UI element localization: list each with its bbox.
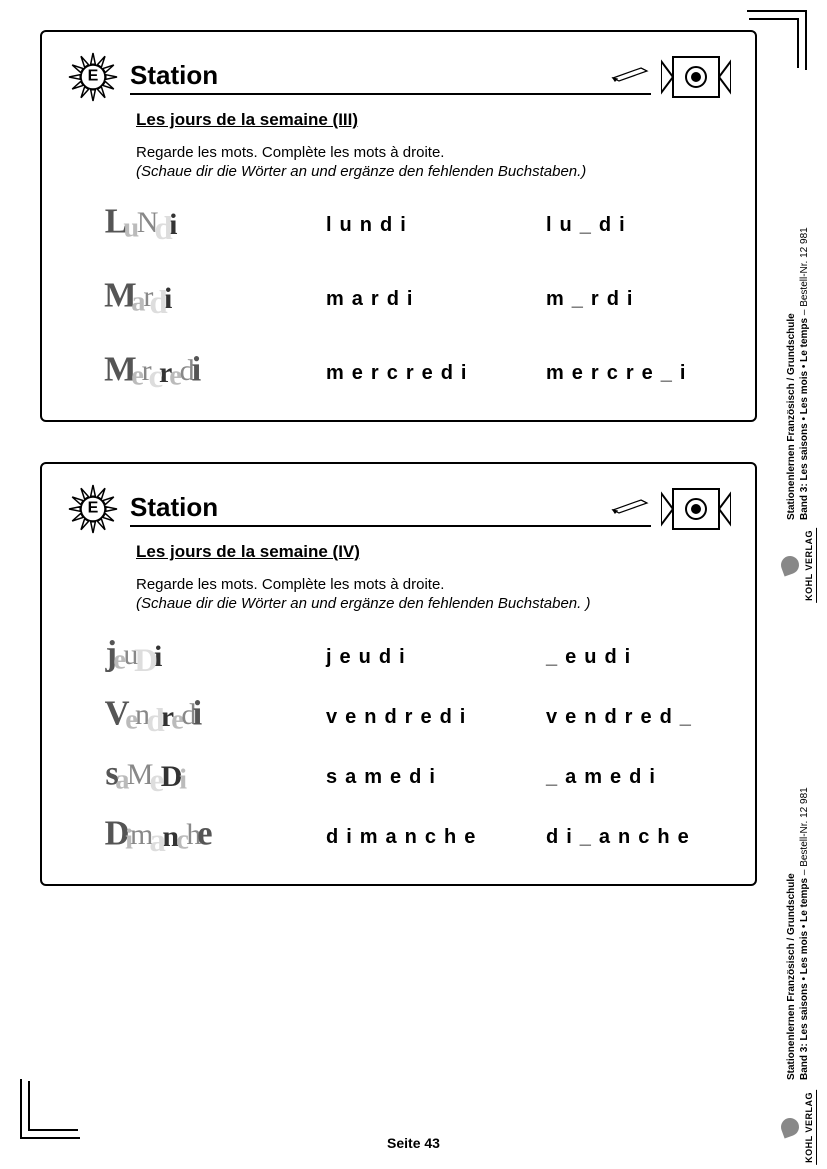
gap-word: vendred_ xyxy=(546,706,766,729)
badge-letter: E xyxy=(88,500,99,518)
gap-word: m_rdi xyxy=(546,288,766,311)
pencil-icon xyxy=(611,64,651,87)
station-box-1: E Station Les jours de la semaine (IV) R… xyxy=(40,462,757,886)
gap-word: lu_di xyxy=(546,214,766,237)
plain-word: dimanche xyxy=(326,826,546,849)
word-table: jeuDi jeudi _eudi Vendredi vendredi vend… xyxy=(106,640,731,854)
station-subtitle: Les jours de la semaine (IV) xyxy=(136,542,731,562)
gap-word: _eudi xyxy=(546,646,766,669)
gap-word: _amedi xyxy=(546,766,766,789)
badge-letter: E xyxy=(88,68,99,86)
publisher-badge-bottom: KOHL VERLAG xyxy=(781,1090,817,1165)
sidebar-info-bottom: Stationenlernen Französisch / Grundschul… xyxy=(785,700,811,1080)
decorative-word: Dimanche xyxy=(106,820,326,854)
corner-decoration-bottom-left xyxy=(20,1079,80,1139)
station-subtitle: Les jours de la semaine (III) xyxy=(136,110,731,130)
sidebar-info-top: Stationenlernen Französisch / Grundschul… xyxy=(785,140,811,520)
gap-word: mercre_i xyxy=(546,362,766,385)
decorative-word: saMeDi xyxy=(106,760,326,794)
decorative-word: LuNdi xyxy=(106,208,326,242)
decorative-word: jeuDi xyxy=(106,640,326,674)
publisher-logo-icon xyxy=(778,554,801,577)
target-ribbon-icon xyxy=(661,487,731,531)
decorative-word: Mercredi xyxy=(106,356,326,390)
sun-badge-icon: E xyxy=(66,50,120,104)
plain-word: vendredi xyxy=(326,706,546,729)
instruction-french: Regarde les mots. Complète les mots à dr… xyxy=(136,144,731,161)
station-title: Station xyxy=(130,60,218,91)
publisher-badge-top: KOHL VERLAG xyxy=(781,528,817,603)
pencil-icon xyxy=(611,496,651,519)
gap-word: di_anche xyxy=(546,826,766,849)
plain-word: mercredi xyxy=(326,362,546,385)
target-ribbon-icon xyxy=(661,55,731,99)
plain-word: mardi xyxy=(326,288,546,311)
page-number: Seite 43 xyxy=(0,1135,827,1151)
sun-badge-icon: E xyxy=(66,482,120,536)
station-box-0: E Station Les jours de la semaine (III) … xyxy=(40,30,757,422)
instruction-german: (Schaue dir die Wörter an und ergänze de… xyxy=(136,163,731,180)
word-table: LuNdi lundi lu_di Mardi mardi m_rdi Merc… xyxy=(106,208,731,390)
plain-word: jeudi xyxy=(326,646,546,669)
decorative-word: Vendredi xyxy=(106,700,326,734)
plain-word: lundi xyxy=(326,214,546,237)
plain-word: samedi xyxy=(326,766,546,789)
station-title: Station xyxy=(130,492,218,523)
decorative-word: Mardi xyxy=(106,282,326,316)
instruction-german: (Schaue dir die Wörter an und ergänze de… xyxy=(136,595,731,612)
instruction-french: Regarde les mots. Complète les mots à dr… xyxy=(136,576,731,593)
